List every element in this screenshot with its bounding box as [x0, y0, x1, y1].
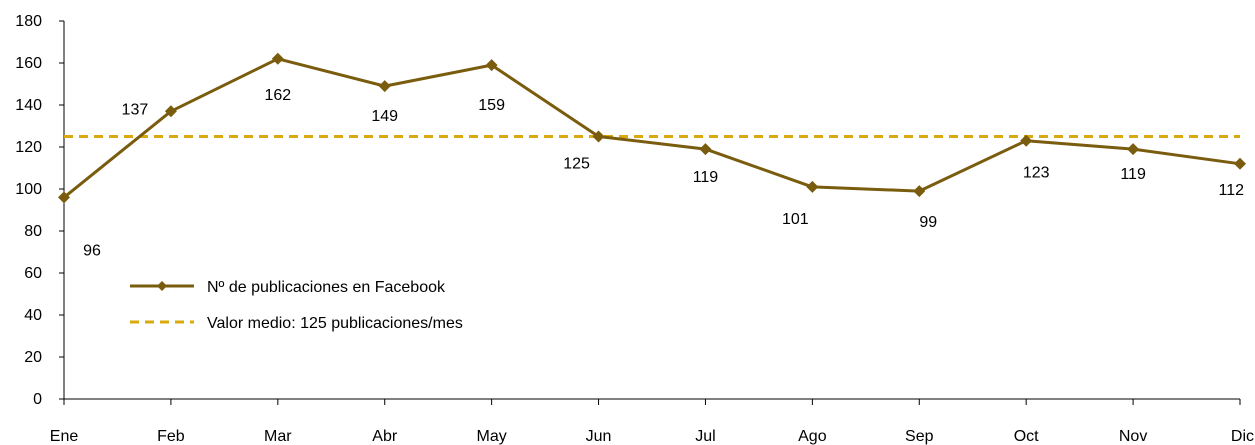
- y-tick-label: 120: [15, 139, 42, 156]
- y-tick-label: 180: [15, 13, 42, 30]
- x-tick-label: Jul: [695, 428, 715, 445]
- data-label: 112: [1218, 182, 1244, 199]
- data-point-marker: [485, 59, 498, 72]
- x-tick-label: Nov: [1119, 428, 1147, 445]
- y-tick-label: 100: [15, 181, 42, 198]
- data-label: 149: [371, 108, 398, 125]
- series-line-publicaciones: [63, 57, 1241, 199]
- data-label: 125: [563, 156, 590, 173]
- data-point-marker: [1127, 143, 1140, 156]
- data-label: 123: [1023, 165, 1050, 182]
- legend: Nº de publicaciones en Facebook Valor me…: [130, 279, 463, 332]
- y-tick-label: 40: [24, 307, 42, 324]
- y-axis-ticks: 0 20 40 60 80 100 120 140 160 180: [15, 13, 64, 408]
- data-point-marker: [1234, 157, 1246, 170]
- data-label: 119: [1120, 166, 1146, 183]
- y-tick-label: 20: [24, 349, 42, 366]
- data-label: 137: [122, 101, 149, 118]
- data-point-marker: [271, 52, 284, 65]
- data-point-marker: [592, 130, 605, 143]
- data-point-marker: [699, 143, 712, 156]
- x-tick-label: Abr: [372, 428, 398, 445]
- legend-swatch-marker: [157, 281, 167, 291]
- data-label: 99: [919, 214, 937, 231]
- x-tick-label: Oct: [1014, 428, 1039, 445]
- x-tick-label: Ene: [50, 428, 79, 445]
- y-tick-label: 60: [24, 265, 42, 282]
- data-label: 96: [83, 242, 101, 259]
- x-tick-label: Ago: [798, 428, 827, 445]
- x-tick-label: May: [477, 428, 507, 445]
- data-label: 159: [478, 97, 505, 114]
- x-tick-label: Feb: [157, 428, 185, 445]
- data-label: 119: [693, 169, 719, 186]
- legend-label-series: Nº de publicaciones en Facebook: [207, 279, 446, 296]
- y-tick-label: 80: [24, 223, 42, 240]
- series-layer: [58, 52, 1246, 204]
- y-tick-label: 140: [15, 97, 42, 114]
- x-axis-ticks: Ene Feb Mar Abr May Jun Jul Ago Sep Oct Nov Dic: [50, 399, 1254, 445]
- data-point-marker: [58, 191, 70, 204]
- x-tick-label: Sep: [905, 428, 934, 445]
- axes: [63, 21, 1240, 400]
- y-tick-label: 160: [15, 55, 42, 72]
- legend-label-mean: Valor medio: 125 publicaciones/mes: [207, 315, 463, 332]
- data-point-marker: [913, 185, 926, 198]
- x-tick-label: Jun: [586, 428, 612, 445]
- data-labels-layer: 96 137 162 149 159 125 119 101 99 123 119 112: [83, 87, 1244, 260]
- data-label: 162: [264, 87, 291, 104]
- data-point-marker: [164, 105, 177, 118]
- data-point-marker: [806, 180, 819, 193]
- data-point-marker: [1020, 134, 1033, 147]
- y-tick-label: 0: [33, 391, 42, 408]
- data-point-marker: [378, 80, 391, 93]
- data-label: 101: [782, 211, 809, 228]
- x-tick-label: Dic: [1231, 428, 1254, 445]
- x-tick-label: Mar: [264, 428, 292, 445]
